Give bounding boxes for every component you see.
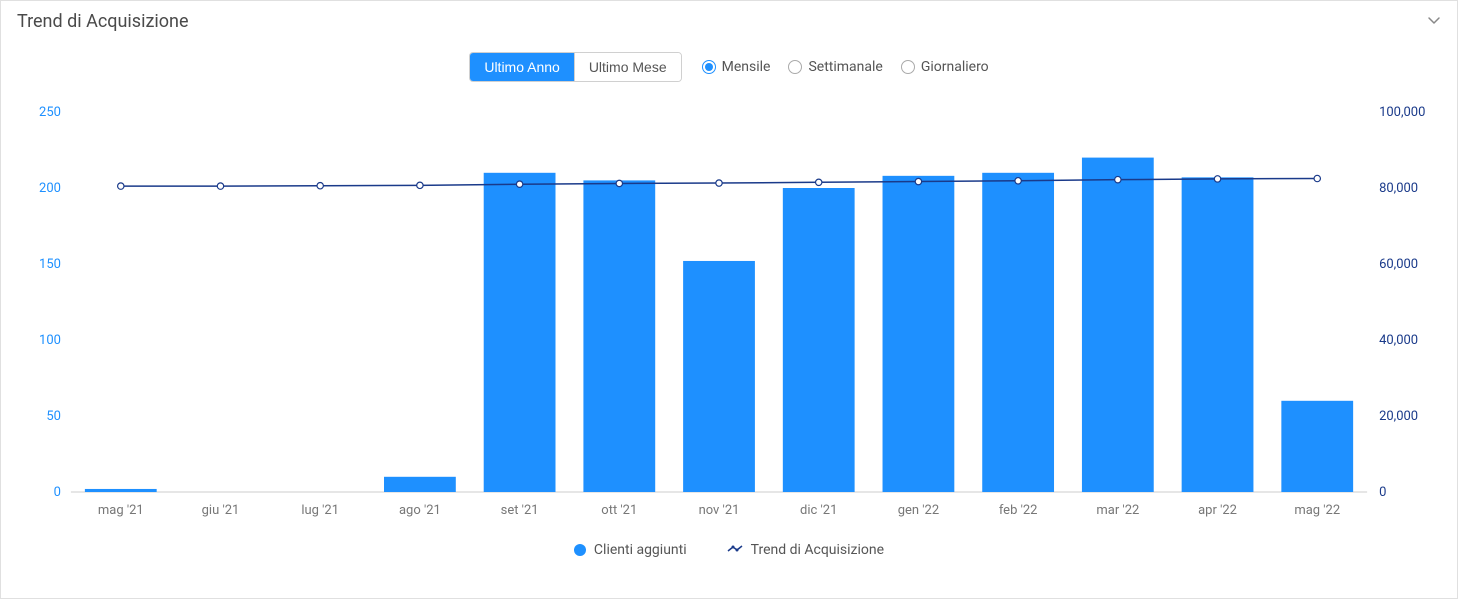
svg-text:apr '22: apr '22 bbox=[1198, 503, 1237, 518]
svg-text:0: 0 bbox=[1379, 485, 1386, 500]
svg-text:100,000: 100,000 bbox=[1379, 105, 1425, 120]
svg-text:250: 250 bbox=[39, 105, 61, 120]
range-button-year[interactable]: Ultimo Anno bbox=[470, 53, 573, 81]
svg-text:60,000: 60,000 bbox=[1379, 257, 1418, 272]
svg-text:mar '22: mar '22 bbox=[1096, 503, 1139, 518]
svg-text:giu '21: giu '21 bbox=[202, 503, 240, 518]
svg-text:ott '21: ott '21 bbox=[601, 503, 637, 518]
svg-text:dic '21: dic '21 bbox=[800, 503, 837, 518]
granularity-radio-group: Mensile Settimanale Giornaliero bbox=[702, 59, 989, 75]
range-button-group: Ultimo Anno Ultimo Mese bbox=[469, 52, 681, 82]
radio-daily[interactable]: Giornaliero bbox=[901, 59, 989, 75]
panel-header: Trend di Acquisizione bbox=[1, 1, 1457, 38]
svg-text:mag '21: mag '21 bbox=[98, 503, 144, 518]
svg-text:set '21: set '21 bbox=[501, 503, 539, 518]
radio-circle-daily bbox=[901, 60, 915, 74]
svg-text:40,000: 40,000 bbox=[1379, 333, 1418, 348]
legend-bar-label: Clienti aggiunti bbox=[594, 542, 687, 558]
svg-text:lug '21: lug '21 bbox=[301, 503, 339, 518]
radio-label-monthly: Mensile bbox=[722, 59, 771, 75]
legend-line-icon bbox=[727, 542, 743, 558]
radio-weekly[interactable]: Settimanale bbox=[788, 59, 882, 75]
chart-controls: Ultimo Anno Ultimo Mese Mensile Settiman… bbox=[1, 38, 1457, 92]
svg-text:200: 200 bbox=[39, 181, 61, 196]
radio-label-daily: Giornaliero bbox=[921, 59, 989, 75]
range-button-month[interactable]: Ultimo Mese bbox=[574, 53, 681, 81]
chart-legend: Clienti aggiunti Trend di Acquisizione bbox=[1, 532, 1457, 572]
radio-circle-monthly bbox=[702, 60, 716, 74]
svg-text:0: 0 bbox=[54, 485, 61, 500]
svg-text:150: 150 bbox=[39, 257, 61, 272]
legend-item-bars[interactable]: Clienti aggiunti bbox=[574, 542, 687, 558]
svg-text:feb '22: feb '22 bbox=[999, 503, 1038, 518]
radio-monthly[interactable]: Mensile bbox=[702, 59, 771, 75]
panel-title: Trend di Acquisizione bbox=[17, 11, 189, 32]
radio-label-weekly: Settimanale bbox=[808, 59, 882, 75]
svg-text:nov '21: nov '21 bbox=[699, 503, 740, 518]
collapse-icon[interactable] bbox=[1427, 13, 1441, 31]
chart-area: 0 50 100 150 200 250 0 20,000 40,000 60,000 80,000… bbox=[21, 92, 1437, 532]
radio-circle-weekly bbox=[788, 60, 802, 74]
legend-dot-icon bbox=[574, 544, 586, 556]
legend-line-label: Trend di Acquisizione bbox=[751, 542, 884, 558]
legend-item-line[interactable]: Trend di Acquisizione bbox=[727, 542, 884, 558]
svg-text:gen '22: gen '22 bbox=[898, 503, 939, 518]
svg-text:20,000: 20,000 bbox=[1379, 409, 1418, 424]
svg-text:100: 100 bbox=[39, 333, 61, 348]
svg-text:50: 50 bbox=[46, 409, 61, 424]
acquisition-trend-panel: Trend di Acquisizione Ultimo Anno Ultimo… bbox=[0, 0, 1458, 599]
svg-text:80,000: 80,000 bbox=[1379, 181, 1418, 196]
svg-text:mag '22: mag '22 bbox=[1294, 503, 1340, 518]
svg-text:ago '21: ago '21 bbox=[399, 503, 441, 518]
acquisition-chart: 0 50 100 150 200 250 0 20,000 40,000 60,000 80,000… bbox=[21, 92, 1437, 532]
